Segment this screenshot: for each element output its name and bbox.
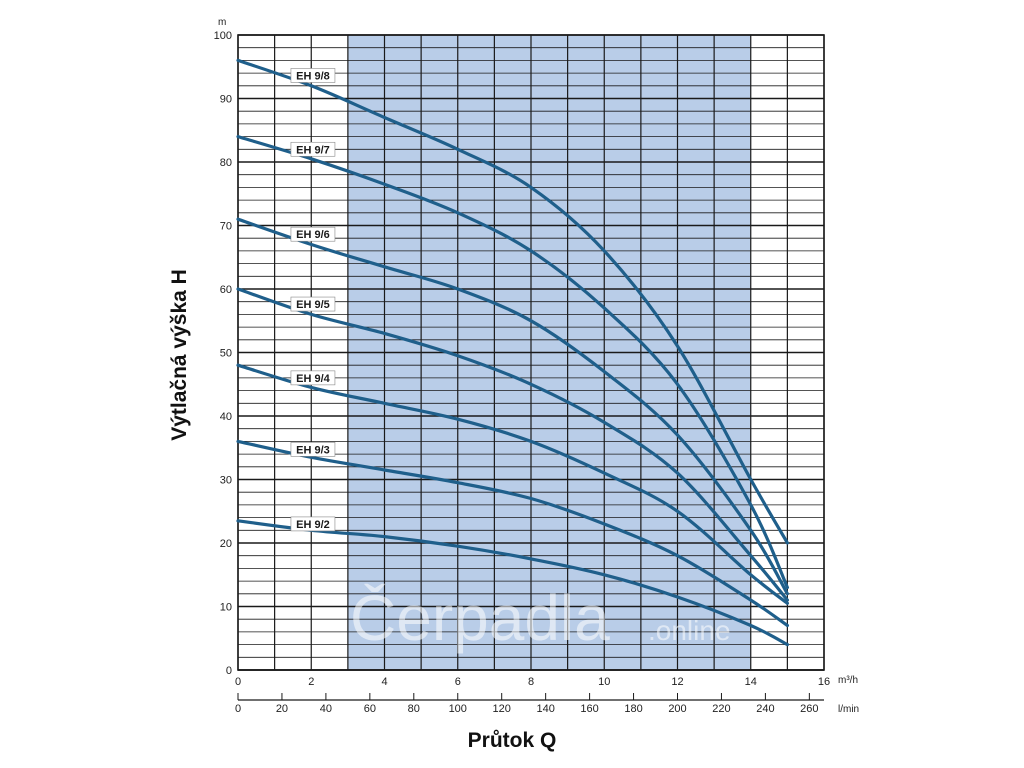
x-tick-label: 14 [745, 676, 757, 688]
x-axis-label: Průtok Q [468, 729, 557, 752]
x2-tick-label: 180 [624, 703, 642, 715]
x-tick-label: 12 [671, 676, 683, 688]
x-unit-label: m³/h [838, 675, 858, 686]
x2-tick-label: 260 [800, 703, 818, 715]
x2-tick-label: 120 [493, 703, 511, 715]
y-tick-label: 10 [220, 602, 232, 614]
y-tick-label: 70 [220, 221, 232, 233]
y-tick-label: 100 [214, 30, 232, 42]
pump-curve-5 [236, 363, 789, 605]
y-tick-label: 0 [226, 665, 232, 677]
chart-axes [237, 669, 824, 701]
x2-tick-label: 60 [364, 703, 376, 715]
series-label-box [290, 370, 336, 386]
series-label: EH 9/7 [296, 144, 330, 156]
x2-unit-label: l/min [838, 704, 859, 715]
pump-curve-7 [236, 519, 789, 647]
x2-tick-label: 0 [235, 703, 241, 715]
x-tick-label: 2 [308, 676, 314, 688]
x-tick-label: 10 [598, 676, 610, 688]
series-label-box [290, 141, 336, 157]
watermark-suffix: .online [648, 615, 731, 646]
y-unit-label: m [218, 17, 226, 28]
series-label: EH 9/3 [296, 444, 330, 456]
series-label: EH 9/5 [296, 299, 330, 311]
series-label: EH 9/8 [296, 70, 330, 82]
y-tick-label: 20 [220, 538, 232, 550]
x2-tick-label: 40 [320, 703, 332, 715]
y-tick-label: 30 [220, 475, 232, 487]
y-tick-label: 40 [220, 411, 232, 423]
y-axis-label: Výtlačná výška H [168, 269, 191, 441]
chart-grid [237, 34, 825, 671]
pump-curve-2 [236, 135, 789, 590]
series-label-box [290, 516, 336, 532]
x-tick-label: 4 [381, 676, 387, 688]
series-label-box [290, 296, 336, 312]
x2-tick-label: 80 [408, 703, 420, 715]
series-label-box [290, 68, 336, 83]
pump-curve-1 [236, 58, 789, 545]
x-tick-label: 6 [455, 676, 461, 688]
pump-curve-6 [236, 439, 789, 628]
x-tick-label: 0 [235, 676, 241, 688]
x2-tick-label: 220 [712, 703, 730, 715]
y-tick-label: 60 [220, 284, 232, 296]
x2-tick-label: 140 [536, 703, 554, 715]
pump-curve-3 [236, 217, 789, 596]
x2-tick-label: 200 [668, 703, 686, 715]
series-label: EH 9/2 [296, 519, 330, 531]
x2-tick-label: 160 [580, 703, 598, 715]
watermark-text: Čerpadla [350, 582, 610, 654]
watermark: Čerpadla .online [350, 582, 731, 654]
series-label-box [290, 226, 336, 242]
x-tick-label: 8 [528, 676, 534, 688]
y-tick-label: 50 [220, 348, 232, 360]
y-tick-label: 90 [220, 94, 232, 106]
series-label: EH 9/6 [296, 229, 330, 241]
series-labels: EH 9/8 EH 9/7 EH 9/6 EH 9/5 EH 9/4 EH 9/3 EH 9… [290, 68, 336, 532]
x2-tick-label: 240 [756, 703, 774, 715]
x-tick-label: 16 [818, 676, 830, 688]
x2-tick-label: 100 [449, 703, 467, 715]
series-label: EH 9/4 [296, 373, 331, 385]
x2-tick-label: 20 [276, 703, 288, 715]
pump-curves [236, 58, 789, 647]
pump-curve-4 [236, 287, 789, 602]
series-label-box [290, 442, 336, 457]
y-tick-label: 80 [220, 157, 232, 169]
